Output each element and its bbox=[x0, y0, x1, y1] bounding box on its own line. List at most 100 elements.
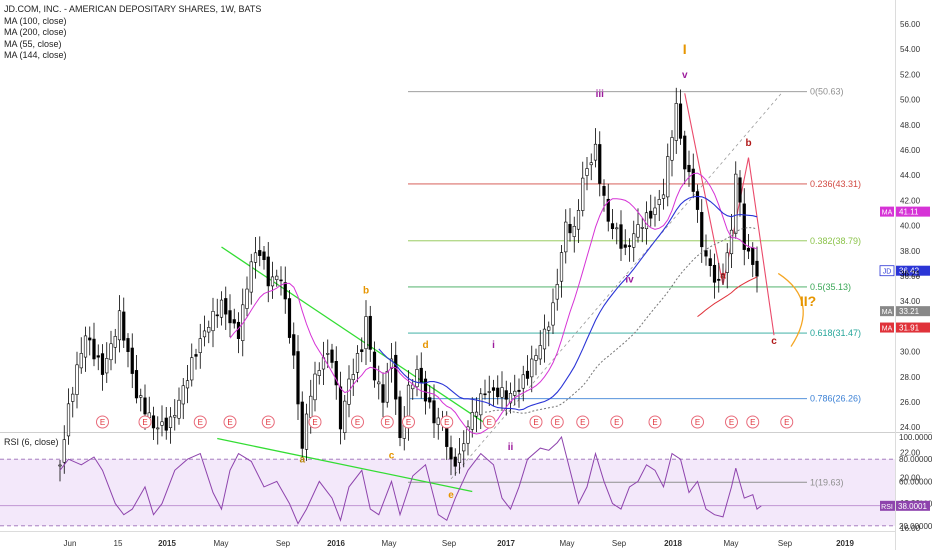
candle-body bbox=[610, 223, 615, 230]
wave-label: II? bbox=[800, 293, 816, 309]
indicator-ma144[interactable]: MA (144, close) bbox=[4, 50, 67, 60]
price-axis-tick: 34.00 bbox=[900, 297, 921, 306]
candle-body bbox=[83, 335, 88, 358]
earnings-marker bbox=[380, 415, 394, 429]
fib-level-label: 0.5(35.13) bbox=[810, 282, 851, 292]
wave-label: c bbox=[389, 451, 395, 462]
wave-label: b bbox=[363, 286, 369, 297]
candle-body bbox=[470, 412, 474, 430]
candle-body bbox=[185, 380, 190, 389]
candle-body bbox=[576, 209, 581, 230]
candle-body bbox=[746, 247, 751, 252]
price-tag-value-bg bbox=[896, 206, 930, 217]
candle-body bbox=[551, 302, 555, 326]
earnings-marker bbox=[138, 415, 152, 429]
candle-body bbox=[372, 351, 377, 381]
earnings-marker-label: E bbox=[355, 418, 360, 427]
fib-level-label: 0.382(38.79) bbox=[810, 236, 861, 246]
time-axis-tick: 2017 bbox=[497, 539, 515, 548]
candle-body bbox=[687, 164, 691, 173]
time-axis-tick: 2019 bbox=[836, 539, 854, 548]
candle-body bbox=[623, 244, 627, 248]
earnings-marker-label: E bbox=[198, 418, 203, 427]
candle-body bbox=[581, 177, 585, 211]
earnings-marker-label: E bbox=[533, 418, 538, 427]
rsi-axis-tick: 80.000000 bbox=[899, 455, 932, 464]
candle-body bbox=[202, 330, 207, 338]
candle-body bbox=[326, 353, 330, 355]
time-axis-tick: 2016 bbox=[327, 539, 345, 548]
candle-body bbox=[491, 387, 496, 391]
candle-body bbox=[156, 427, 160, 430]
candle-body bbox=[151, 415, 156, 429]
price-axis-tick: 50.00 bbox=[900, 96, 921, 105]
candle-body bbox=[585, 168, 589, 176]
candle-body bbox=[194, 354, 198, 357]
candle-body bbox=[508, 393, 513, 404]
fib-level-label: 0.236(43.31) bbox=[810, 179, 861, 189]
wave-label: i bbox=[492, 340, 495, 351]
candle-body bbox=[385, 371, 389, 403]
candle-body bbox=[100, 353, 105, 375]
candle-body bbox=[734, 173, 738, 234]
price-tag-box bbox=[879, 265, 895, 277]
candle-body bbox=[500, 387, 504, 398]
candle-body bbox=[130, 347, 134, 374]
earnings-marker bbox=[223, 415, 237, 429]
earnings-marker-label: E bbox=[614, 418, 619, 427]
price-pane[interactable] bbox=[0, 0, 932, 433]
candle-body bbox=[190, 357, 194, 381]
earnings-marker-label: E bbox=[266, 418, 271, 427]
indicator-ma200[interactable]: MA (200, close) bbox=[4, 27, 67, 37]
price-tag-name: JD bbox=[883, 269, 892, 276]
candle-body bbox=[168, 416, 173, 428]
time-axis-tick: Sep bbox=[442, 539, 457, 548]
candle-body bbox=[653, 207, 657, 215]
candle-body bbox=[627, 245, 632, 247]
candle-body bbox=[487, 391, 491, 393]
earnings-marker bbox=[402, 415, 415, 429]
earnings-marker-label: E bbox=[385, 418, 390, 427]
price-tag-name: MA bbox=[882, 309, 893, 316]
fibonacci-retracement: 0(50.63) 0.236(43.31) 0.382(38.79) 0.5(35.1… bbox=[408, 87, 861, 487]
price-tag-value-bg bbox=[896, 306, 930, 317]
wave-label: a bbox=[720, 271, 726, 282]
earnings-marker bbox=[610, 415, 624, 429]
rsi-tag-name: RSI bbox=[881, 504, 893, 511]
rsi-pane[interactable] bbox=[0, 458, 895, 527]
candle-body bbox=[58, 464, 62, 467]
candle-body bbox=[292, 334, 296, 356]
price-axis-tick: 48.00 bbox=[900, 121, 921, 130]
candle-body bbox=[457, 453, 462, 463]
candle-body bbox=[547, 326, 551, 331]
earnings-marker-label: E bbox=[100, 418, 105, 427]
candle-body bbox=[657, 199, 661, 205]
candle-body bbox=[717, 278, 721, 281]
candle-body bbox=[496, 387, 500, 398]
earnings-marker bbox=[576, 415, 590, 429]
candle-body bbox=[198, 338, 202, 353]
price-axis-tick: 36.00 bbox=[900, 272, 921, 281]
candle-body bbox=[708, 258, 712, 267]
rsi-legend[interactable]: RSI (6, close) bbox=[4, 437, 59, 447]
candle-body bbox=[283, 282, 287, 300]
time-axis-tick: May bbox=[213, 539, 228, 548]
price-axis-tick: 24.00 bbox=[900, 423, 921, 432]
candle-body bbox=[224, 298, 228, 315]
candle-body bbox=[479, 393, 483, 416]
price-axis-tick: 52.00 bbox=[900, 70, 921, 79]
rsi-path bbox=[59, 435, 762, 525]
indicator-ma55[interactable]: MA (55, close) bbox=[4, 38, 62, 49]
candle-body bbox=[661, 194, 666, 199]
candle-body bbox=[122, 311, 126, 341]
earnings-marker bbox=[746, 415, 760, 429]
candle-body bbox=[266, 256, 270, 287]
earnings-marker-label: E bbox=[444, 418, 449, 427]
candle-body bbox=[96, 355, 100, 358]
earnings-marker-label: E bbox=[142, 418, 147, 427]
rsi-band bbox=[0, 459, 895, 526]
indicator-ma100[interactable]: MA (100, close) bbox=[4, 15, 67, 26]
